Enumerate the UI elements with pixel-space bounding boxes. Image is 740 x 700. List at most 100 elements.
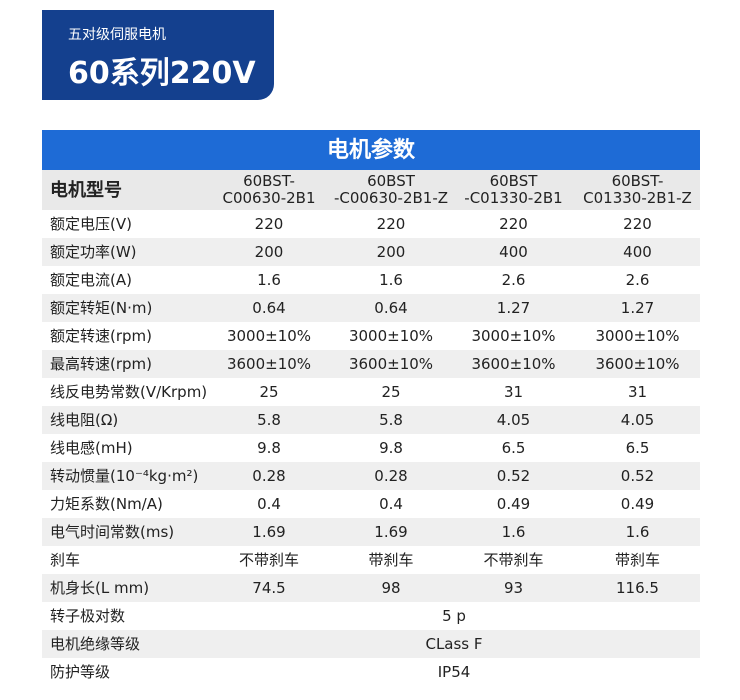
- row-label: 额定功率(W): [50, 242, 137, 261]
- row-label: 转子极对数: [50, 606, 126, 625]
- cell-value: 74.5: [252, 578, 286, 597]
- cell-value: 1.69: [252, 522, 286, 541]
- cell-value: 不带刹车: [238, 550, 299, 569]
- row-label: 线电感(mH): [50, 438, 133, 457]
- row-bg: [42, 238, 700, 266]
- column-header-line: C00630-2B1: [222, 189, 316, 207]
- row-label: 力矩系数(Nm/A): [50, 494, 163, 513]
- row-label: 最高转速(rpm): [50, 354, 153, 373]
- row-label: 线电阻(Ω): [50, 410, 119, 429]
- column-header-line: 60BST-: [611, 172, 664, 190]
- cell-value: 0.52: [620, 466, 655, 485]
- cell-value: 200: [376, 242, 406, 261]
- cell-value: 1.6: [501, 522, 526, 541]
- cell-value: 1.6: [625, 522, 650, 541]
- cell-value: 3000±10%: [471, 326, 556, 345]
- row-bg: [42, 462, 700, 490]
- cell-value: 带刹车: [368, 550, 414, 569]
- cell-value: 3000±10%: [595, 326, 680, 345]
- cell-value: 0.49: [496, 494, 531, 513]
- row-label: 线反电势常数(V/Krpm): [50, 382, 208, 401]
- cell-value: 3600±10%: [348, 354, 434, 373]
- cell-value: 9.8: [257, 438, 281, 457]
- cell-value: 0.28: [252, 466, 286, 485]
- badge-title: 60系列220V: [68, 56, 256, 91]
- column-header: 60BST -C01330-2B1: [452, 170, 575, 210]
- header-label: 电机型号: [50, 179, 122, 201]
- cell-value: 220: [623, 214, 652, 233]
- cell-value: 220: [499, 214, 528, 233]
- cell-value: 2.6: [625, 270, 650, 289]
- cell-value: 3600±10%: [471, 354, 556, 373]
- column-header: 60BST- C00630-2B1: [208, 170, 330, 210]
- cell-value: 25: [381, 382, 401, 401]
- row-label: 额定转矩(N·m): [50, 298, 153, 317]
- cell-value: 31: [627, 382, 648, 401]
- cell-value: 4.05: [620, 410, 655, 429]
- column-header-line: 60BST: [489, 172, 538, 190]
- row-bg: [42, 406, 700, 434]
- cell-value: 5.8: [257, 410, 281, 429]
- cell-value: 220: [254, 214, 284, 233]
- cell-value: 3600±10%: [595, 354, 680, 373]
- cell-value: 6.5: [625, 438, 650, 457]
- cell-value: 4.05: [496, 410, 531, 429]
- cell-value: 带刹车: [614, 550, 660, 569]
- cell-value: 400: [623, 242, 652, 261]
- merged-value: CLass F: [425, 634, 483, 653]
- cell-value: 1.27: [620, 298, 655, 317]
- row-label: 额定电压(V): [50, 214, 132, 233]
- column-header: 60BST- C01330-2B1-Z: [575, 170, 700, 210]
- series-badge: 五对级伺服电机 60系列220V: [42, 10, 274, 100]
- row-label: 电机绝缘等级: [50, 634, 141, 653]
- cell-value: 25: [259, 382, 279, 401]
- cell-value: 0.4: [379, 494, 403, 513]
- cell-value: 0.49: [620, 494, 655, 513]
- cell-value: 1.6: [379, 270, 403, 289]
- cell-value: 0.4: [257, 494, 281, 513]
- column-header-line: -C01330-2B1: [464, 189, 563, 207]
- column-header-line: 60BST: [367, 172, 415, 190]
- cell-value: 2.6: [501, 270, 526, 289]
- cell-value: 1.6: [257, 270, 281, 289]
- cell-value: 116.5: [616, 578, 659, 597]
- cell-value: 220: [376, 214, 406, 233]
- cell-value: 9.8: [379, 438, 403, 457]
- row-bg: [42, 294, 700, 322]
- cell-value: 0.64: [374, 298, 408, 317]
- row-label: 机身长(L mm): [50, 578, 150, 597]
- cell-value: 0.64: [252, 298, 286, 317]
- row-bg: [42, 574, 700, 602]
- column-header-line: C01330-2B1-Z: [583, 189, 692, 207]
- cell-value: 1.27: [496, 298, 531, 317]
- cell-value: 200: [254, 242, 284, 261]
- row-label: 额定电流(A): [50, 270, 132, 289]
- cell-value: 3000±10%: [226, 326, 312, 345]
- cell-value: 400: [499, 242, 528, 261]
- merged-value: 5 p: [442, 606, 466, 625]
- row-bg: [42, 630, 700, 658]
- row-bg: [42, 350, 700, 378]
- cell-value: 1.69: [374, 522, 408, 541]
- column-header-line: 60BST-: [243, 172, 295, 190]
- cell-value: 98: [381, 578, 401, 597]
- cell-value: 93: [503, 578, 524, 597]
- cell-value: 0.28: [374, 466, 408, 485]
- cell-value: 0.52: [496, 466, 531, 485]
- row-label: 防护等级: [50, 662, 111, 681]
- merged-value: IP54: [437, 662, 471, 681]
- cell-value: 3600±10%: [226, 354, 312, 373]
- cell-value: 不带刹车: [483, 550, 544, 569]
- column-header-line: -C00630-2B1-Z: [333, 189, 449, 207]
- cell-value: 6.5: [501, 438, 526, 457]
- row-label: 转动惯量(10⁻⁴kg·m²): [50, 466, 199, 485]
- row-label: 额定转速(rpm): [50, 326, 153, 345]
- row-bg: [42, 518, 700, 546]
- cell-value: 3000±10%: [348, 326, 434, 345]
- row-label: 电气时间常数(ms): [50, 522, 175, 541]
- row-label: 刹车: [50, 550, 81, 569]
- header-row-bg: [42, 170, 700, 210]
- cell-value: 5.8: [379, 410, 403, 429]
- badge-subtitle: 五对级伺服电机: [68, 27, 166, 43]
